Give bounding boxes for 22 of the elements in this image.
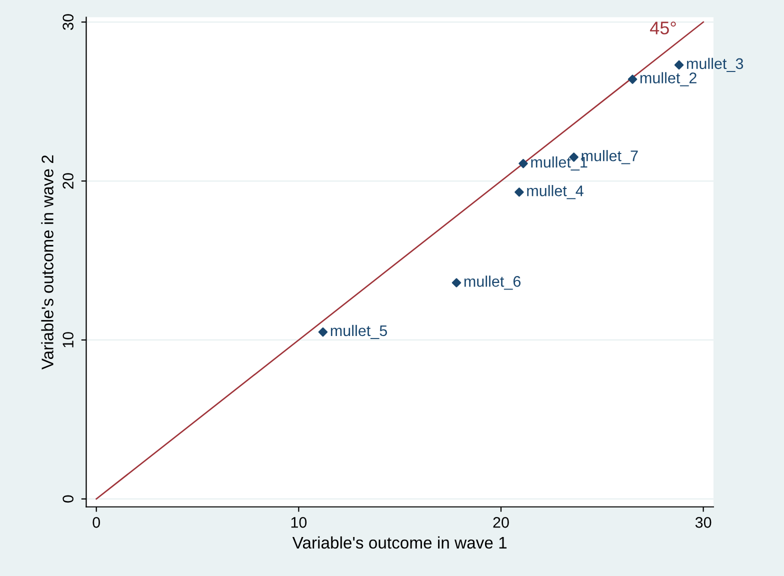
y-tick-label: 10 xyxy=(62,332,74,348)
x-axis-title: Variable's outcome in wave 1 xyxy=(292,536,507,549)
annotation: mullet_5 xyxy=(330,324,388,340)
annotation: mullet_2 xyxy=(640,72,696,86)
y-tick-label: 30 xyxy=(62,14,74,30)
y-tick-label: 20 xyxy=(62,173,74,189)
y-tick-label: 0 xyxy=(62,495,74,503)
point xyxy=(674,60,684,70)
point xyxy=(452,278,462,288)
y-axis-title: Variable's outcome in wave 2 xyxy=(41,155,54,370)
x-tick-label: 10 xyxy=(291,517,307,528)
point xyxy=(318,327,328,337)
annotation: mullet_4 xyxy=(527,185,584,200)
x-tick-label: 30 xyxy=(695,517,712,528)
annotation: mullet_3 xyxy=(687,58,744,72)
annotation: 45° xyxy=(650,22,676,34)
annotation: mullet_6 xyxy=(464,276,521,290)
x-tick-label: 20 xyxy=(493,517,509,528)
point xyxy=(518,158,528,168)
point xyxy=(514,188,524,197)
point xyxy=(628,74,638,84)
x-tick-label: 0 xyxy=(92,517,100,528)
